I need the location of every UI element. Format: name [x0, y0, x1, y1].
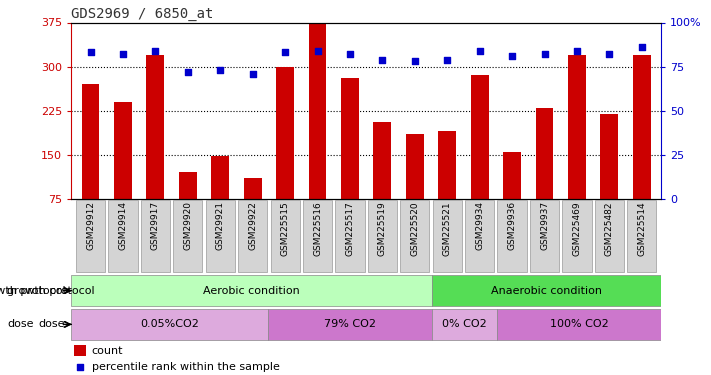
Text: dose: dose: [38, 320, 65, 329]
FancyBboxPatch shape: [432, 309, 497, 340]
Text: GSM225514: GSM225514: [637, 201, 646, 256]
Point: [215, 67, 226, 73]
Point: [409, 58, 420, 64]
Text: GSM29920: GSM29920: [183, 201, 193, 250]
FancyBboxPatch shape: [71, 275, 432, 306]
Bar: [276, 67, 294, 243]
FancyBboxPatch shape: [562, 200, 592, 272]
Bar: [600, 114, 619, 243]
Text: GDS2969 / 6850_at: GDS2969 / 6850_at: [71, 8, 213, 21]
Text: growth protocol: growth protocol: [7, 286, 95, 296]
Text: GSM225519: GSM225519: [378, 201, 387, 256]
Text: percentile rank within the sample: percentile rank within the sample: [92, 362, 279, 372]
FancyBboxPatch shape: [268, 309, 432, 340]
FancyBboxPatch shape: [71, 309, 268, 340]
Text: 0% CO2: 0% CO2: [442, 320, 487, 329]
Point: [182, 69, 193, 75]
FancyBboxPatch shape: [432, 200, 462, 272]
Point: [74, 364, 85, 370]
Text: GSM225482: GSM225482: [605, 201, 614, 255]
Point: [636, 44, 648, 50]
Bar: [74, 345, 86, 356]
FancyBboxPatch shape: [173, 200, 203, 272]
Bar: [373, 122, 391, 243]
FancyBboxPatch shape: [465, 200, 494, 272]
Bar: [633, 55, 651, 243]
Bar: [146, 55, 164, 243]
Bar: [341, 78, 359, 243]
Text: GSM29936: GSM29936: [508, 201, 517, 250]
FancyBboxPatch shape: [108, 200, 137, 272]
FancyBboxPatch shape: [432, 275, 661, 306]
Text: 79% CO2: 79% CO2: [324, 320, 376, 329]
Point: [377, 57, 388, 63]
Text: GSM29937: GSM29937: [540, 201, 549, 250]
Point: [279, 50, 291, 55]
Text: GSM225517: GSM225517: [346, 201, 355, 256]
Text: 0.05%CO2: 0.05%CO2: [140, 320, 199, 329]
Bar: [471, 75, 488, 243]
Bar: [244, 178, 262, 243]
Bar: [114, 102, 132, 243]
Text: growth protocol: growth protocol: [0, 286, 65, 296]
FancyBboxPatch shape: [205, 200, 235, 272]
FancyBboxPatch shape: [270, 200, 300, 272]
Point: [247, 70, 258, 76]
FancyBboxPatch shape: [498, 200, 527, 272]
Bar: [211, 156, 229, 243]
Point: [117, 51, 129, 57]
Point: [442, 57, 453, 63]
FancyBboxPatch shape: [595, 200, 624, 272]
Text: GSM29921: GSM29921: [215, 201, 225, 250]
Point: [571, 48, 582, 54]
Text: 100% CO2: 100% CO2: [550, 320, 609, 329]
FancyBboxPatch shape: [336, 200, 365, 272]
Text: GSM225520: GSM225520: [410, 201, 419, 256]
Point: [474, 48, 486, 54]
Text: GSM225515: GSM225515: [281, 201, 289, 256]
FancyBboxPatch shape: [627, 200, 656, 272]
Text: Aerobic condition: Aerobic condition: [203, 286, 300, 296]
FancyBboxPatch shape: [303, 200, 332, 272]
Text: GSM225469: GSM225469: [572, 201, 582, 256]
Bar: [503, 152, 521, 243]
FancyBboxPatch shape: [497, 309, 661, 340]
Text: GSM29934: GSM29934: [475, 201, 484, 250]
Text: GSM225516: GSM225516: [313, 201, 322, 256]
Bar: [309, 22, 326, 243]
Point: [150, 48, 161, 54]
Text: GSM29922: GSM29922: [248, 201, 257, 250]
Text: count: count: [92, 346, 123, 356]
Text: dose: dose: [7, 320, 33, 329]
Text: GSM29912: GSM29912: [86, 201, 95, 250]
Bar: [535, 108, 553, 243]
Bar: [179, 172, 197, 243]
Bar: [82, 84, 100, 243]
Bar: [438, 131, 456, 243]
Text: GSM225521: GSM225521: [443, 201, 451, 256]
FancyBboxPatch shape: [368, 200, 397, 272]
FancyBboxPatch shape: [238, 200, 267, 272]
Point: [604, 51, 615, 57]
FancyBboxPatch shape: [76, 200, 105, 272]
Bar: [568, 55, 586, 243]
Bar: [406, 134, 424, 243]
Point: [506, 53, 518, 59]
Point: [85, 50, 96, 55]
Text: GSM29917: GSM29917: [151, 201, 160, 250]
Point: [312, 48, 324, 54]
Point: [344, 51, 356, 57]
FancyBboxPatch shape: [400, 200, 429, 272]
Point: [539, 51, 550, 57]
FancyBboxPatch shape: [530, 200, 559, 272]
Text: GSM29914: GSM29914: [119, 201, 127, 250]
FancyBboxPatch shape: [141, 200, 170, 272]
Text: Anaerobic condition: Anaerobic condition: [491, 286, 602, 296]
